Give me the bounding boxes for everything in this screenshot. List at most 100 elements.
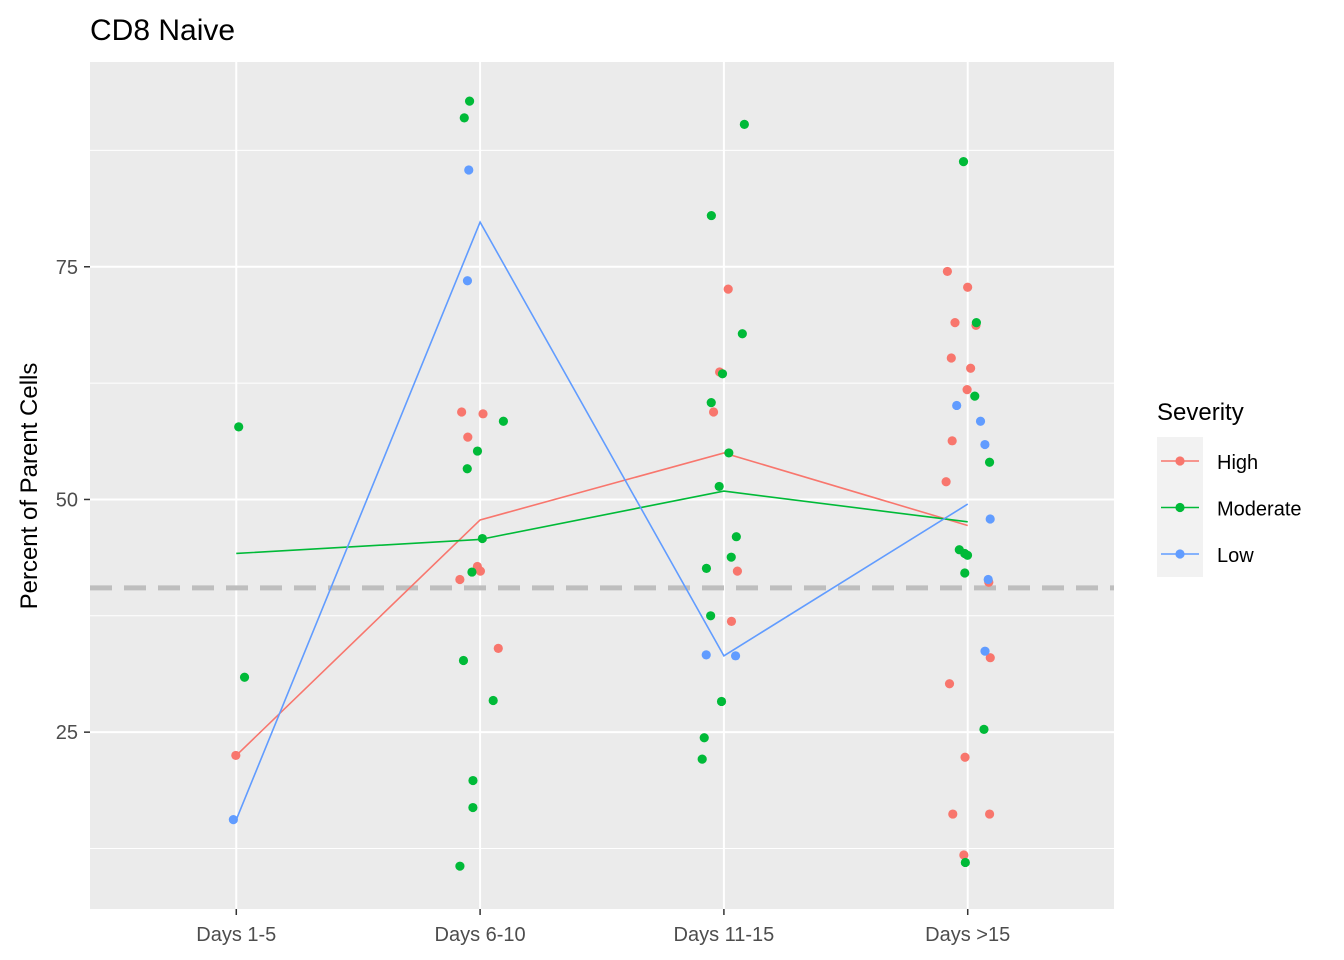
data-point-high — [959, 850, 969, 860]
data-point-high — [732, 566, 743, 576]
data-point-high — [985, 653, 995, 663]
y-tick-label: 75 — [56, 257, 78, 279]
data-point-moderate — [960, 568, 970, 578]
data-point-high — [942, 266, 952, 277]
data-point-high — [478, 409, 488, 419]
data-point-moderate — [706, 398, 716, 408]
data-point-moderate — [701, 563, 712, 573]
legend-key-point — [1175, 549, 1185, 559]
x-tick-label: Days 1-5 — [196, 924, 276, 946]
y-axis-title: Percent of Parent Cells — [16, 363, 43, 610]
data-point-moderate — [739, 119, 749, 129]
x-tick-label: Days >15 — [925, 924, 1010, 946]
data-point-moderate — [472, 446, 483, 456]
y-tick-label: 25 — [56, 722, 78, 744]
data-point-high — [726, 616, 737, 626]
data-point-low — [980, 439, 990, 450]
data-point-high — [723, 284, 733, 294]
data-point-high — [948, 809, 958, 819]
data-point-low — [462, 276, 473, 286]
grid-minor — [90, 149, 1114, 849]
data-point-high — [457, 407, 467, 417]
data-point-moderate — [984, 457, 995, 467]
y-axis-ticks: 25 50 75 — [56, 257, 90, 744]
legend-label-high: High — [1217, 452, 1258, 474]
data-point-high — [966, 363, 976, 373]
data-point-low — [228, 815, 238, 825]
data-point-low — [975, 416, 986, 426]
data-point-low — [952, 400, 962, 411]
data-point-moderate — [468, 802, 478, 813]
data-point-high — [960, 752, 970, 762]
data-point-moderate — [699, 733, 709, 743]
data-point-low — [985, 514, 995, 524]
data-point-moderate — [714, 481, 724, 492]
series-line-moderate — [236, 490, 968, 555]
data-point-moderate — [697, 754, 707, 764]
data-point-moderate — [724, 448, 734, 458]
data-point-low — [730, 651, 741, 661]
legend-label-low: Low — [1217, 545, 1254, 567]
data-point-low — [980, 646, 990, 656]
data-point-moderate — [962, 550, 973, 560]
data-point-high — [944, 679, 955, 689]
data-point-moderate — [458, 655, 469, 666]
series-lines — [235, 220, 969, 820]
data-point-high — [946, 353, 956, 363]
data-point-moderate — [970, 391, 980, 401]
data-point-moderate — [971, 318, 981, 328]
data-point-moderate — [716, 696, 727, 707]
data-point-high — [463, 432, 473, 442]
data-point-high — [962, 385, 972, 395]
data-point-high — [708, 407, 719, 417]
data-point-moderate — [455, 861, 465, 871]
x-tick-label: Days 11-15 — [674, 924, 775, 946]
data-point-moderate — [234, 422, 244, 432]
data-point-moderate — [706, 611, 716, 621]
series-line-low — [235, 220, 969, 820]
data-point-high — [950, 318, 960, 328]
data-point-low — [983, 574, 993, 585]
legend-label-moderate: Moderate — [1217, 499, 1302, 521]
chart-title: CD8 Naive — [90, 14, 235, 47]
data-point-high — [984, 809, 995, 819]
data-point-moderate — [731, 532, 741, 542]
y-tick-label: 50 — [56, 489, 78, 511]
data-point-moderate — [488, 695, 498, 706]
data-point-high — [947, 436, 957, 446]
plot-panel — [90, 62, 1114, 909]
data-point-high — [493, 643, 503, 653]
legend-key-point — [1175, 502, 1185, 513]
data-point-moderate — [706, 210, 716, 221]
data-point-low — [701, 650, 711, 660]
series-line-high — [235, 452, 968, 756]
data-point-moderate — [462, 464, 472, 474]
data-point-moderate — [498, 416, 509, 426]
data-point-high — [455, 574, 465, 585]
x-axis-ticks: Days 1-5 Days 6-10 Days 11-15 Days >15 — [196, 909, 1010, 946]
data-point-moderate — [477, 533, 487, 544]
data-point-moderate — [464, 96, 475, 106]
series-points — [228, 96, 995, 871]
data-point-low — [464, 165, 474, 175]
data-point-moderate — [717, 369, 728, 379]
legend-key-point — [1175, 456, 1185, 466]
data-point-high — [231, 750, 241, 761]
data-point-moderate — [726, 552, 736, 562]
data-point-moderate — [467, 567, 477, 577]
data-point-high — [963, 282, 973, 292]
data-point-moderate — [979, 724, 989, 734]
data-point-moderate — [958, 156, 969, 167]
data-point-high — [475, 566, 486, 576]
data-point-moderate — [960, 857, 970, 868]
data-point-moderate — [239, 672, 250, 682]
legend-title: Severity — [1157, 399, 1244, 426]
x-tick-label: Days 6-10 — [435, 924, 526, 946]
data-point-moderate — [468, 775, 478, 786]
legend: High Moderate Low — [1157, 437, 1302, 577]
data-point-high — [941, 477, 951, 487]
data-point-moderate — [459, 113, 469, 123]
data-point-moderate — [737, 329, 747, 339]
